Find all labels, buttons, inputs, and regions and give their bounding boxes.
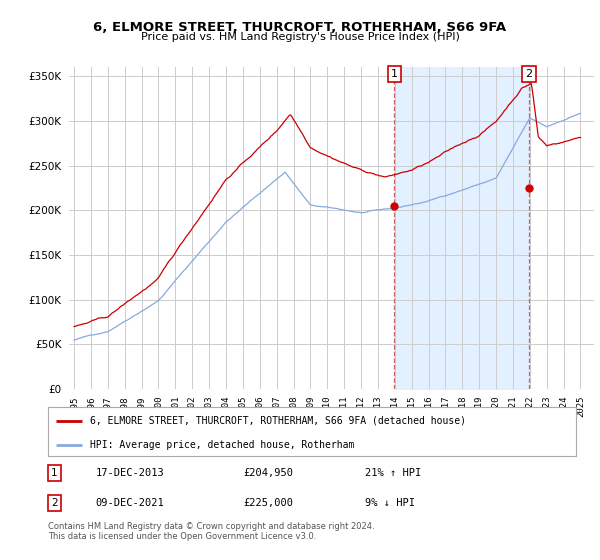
Text: HPI: Average price, detached house, Rotherham: HPI: Average price, detached house, Roth… xyxy=(90,440,355,450)
Text: This data is licensed under the Open Government Licence v3.0.: This data is licensed under the Open Gov… xyxy=(48,532,316,541)
Text: 1: 1 xyxy=(51,468,58,478)
Text: 1: 1 xyxy=(391,69,398,80)
Text: 6, ELMORE STREET, THURCROFT, ROTHERHAM, S66 9FA: 6, ELMORE STREET, THURCROFT, ROTHERHAM, … xyxy=(94,21,506,34)
Text: 21% ↑ HPI: 21% ↑ HPI xyxy=(365,468,421,478)
Text: 9% ↓ HPI: 9% ↓ HPI xyxy=(365,498,415,508)
Text: 09-DEC-2021: 09-DEC-2021 xyxy=(95,498,164,508)
Text: 2: 2 xyxy=(51,498,58,508)
Text: 2: 2 xyxy=(525,69,532,80)
Text: 17-DEC-2013: 17-DEC-2013 xyxy=(95,468,164,478)
Text: 6, ELMORE STREET, THURCROFT, ROTHERHAM, S66 9FA (detached house): 6, ELMORE STREET, THURCROFT, ROTHERHAM, … xyxy=(90,416,466,426)
Text: Price paid vs. HM Land Registry's House Price Index (HPI): Price paid vs. HM Land Registry's House … xyxy=(140,32,460,43)
Text: Contains HM Land Registry data © Crown copyright and database right 2024.: Contains HM Land Registry data © Crown c… xyxy=(48,522,374,531)
Text: £204,950: £204,950 xyxy=(244,468,293,478)
Text: £225,000: £225,000 xyxy=(244,498,293,508)
